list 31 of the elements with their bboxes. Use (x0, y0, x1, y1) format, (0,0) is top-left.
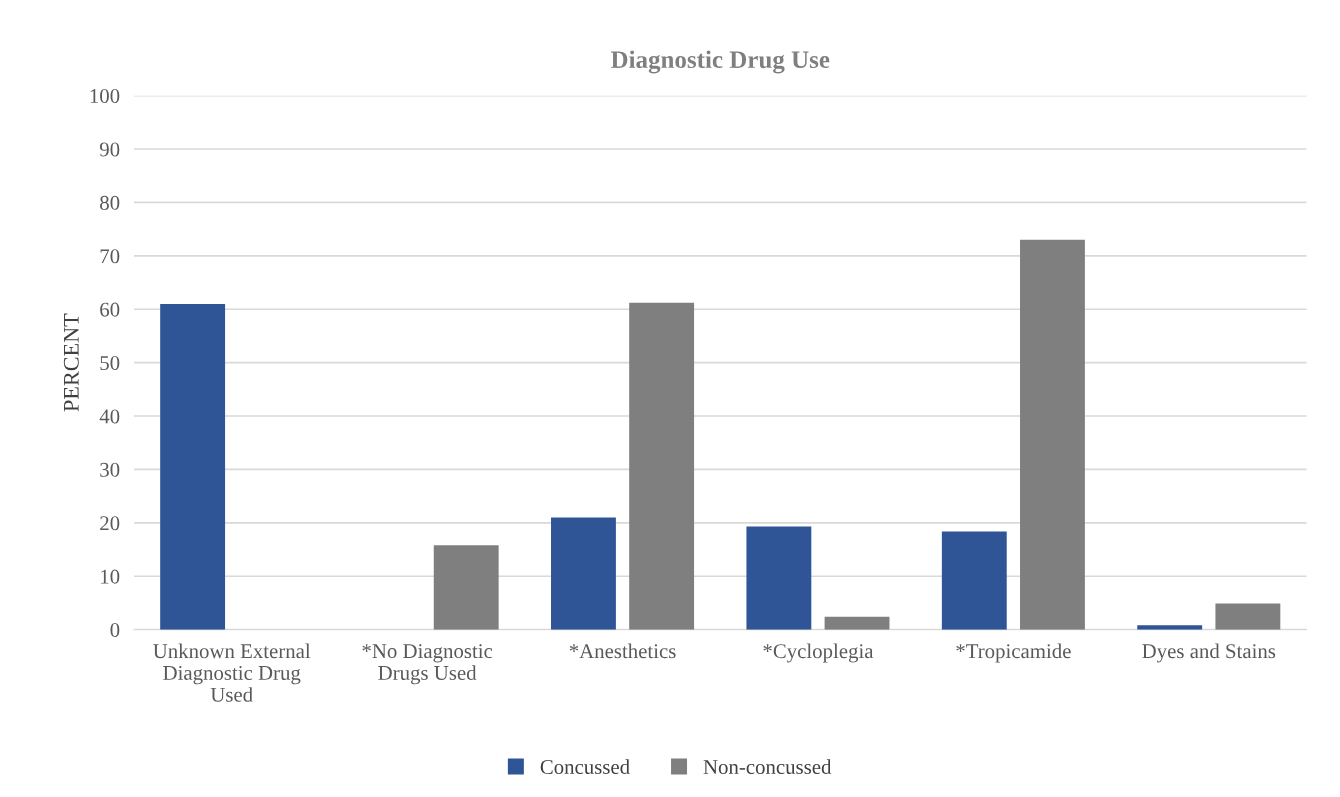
y-tick-label: 40 (99, 409, 120, 424)
bar (1020, 239, 1085, 630)
chart-title: Diagnostic Drug Use (610, 50, 830, 74)
x-tick-label: *Tropicamide (956, 643, 1071, 663)
bar (941, 531, 1007, 630)
y-tick-label: 70 (100, 249, 120, 264)
bar (746, 526, 812, 630)
y-tick-label: 50 (100, 356, 120, 371)
x-tick-label: Unknown External Diagnostic Drug Used (153, 643, 311, 702)
bar (629, 302, 695, 630)
x-tick-label: *Anesthetics (569, 643, 676, 659)
x-tick-label: *Cycloplegia (763, 643, 874, 663)
x-tick-label: *No Diagnostic Drugs Used (362, 644, 493, 685)
bar (1137, 625, 1203, 630)
y-tick-label: 60 (100, 302, 120, 317)
y-tick-label: 20 (100, 516, 120, 531)
bar (824, 616, 890, 630)
y-tick-label: 10 (101, 569, 120, 584)
y-tick-label: 80 (100, 195, 120, 210)
legend-label: Non-concussed (703, 759, 832, 775)
y-tick-label: 100 (90, 89, 120, 104)
y-tick-label: 30 (100, 462, 120, 477)
bar (1215, 603, 1281, 630)
y-tick-label: 0 (110, 623, 120, 638)
y-tick-label: 90 (99, 142, 120, 157)
y-axis-title: PERCENT (63, 313, 79, 412)
legend-label: Concussed (540, 759, 630, 775)
x-tick-label: Dyes and Stains (1142, 643, 1276, 663)
bar (160, 303, 226, 630)
bar (551, 517, 616, 630)
bar (433, 545, 499, 630)
